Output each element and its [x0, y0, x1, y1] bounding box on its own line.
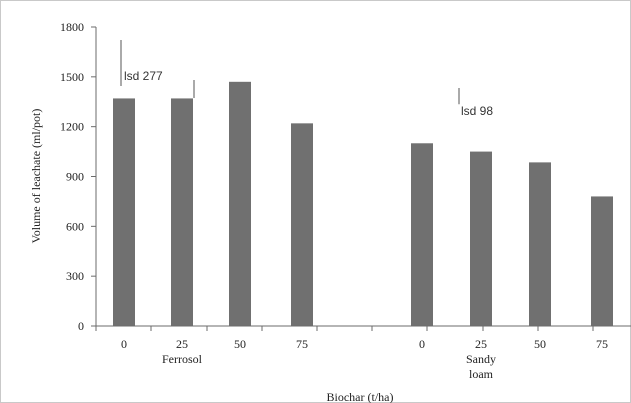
- bar-1-0: [411, 143, 433, 326]
- x-tick-label: 25: [176, 337, 188, 351]
- x-tick-label: 50: [534, 337, 546, 351]
- labels-layer: 0 25 50 75 0 25 50 75 Ferrosol Sandy loam Biochar (…: [29, 109, 608, 403]
- bar-0-1: [171, 98, 193, 326]
- y-tick-label: 0: [78, 319, 84, 333]
- y-tick-label: 1500: [60, 70, 84, 84]
- group-label-sandy-loam: Sandy loam: [466, 352, 496, 381]
- y-axis-title: Volume of leachate (ml/pot): [29, 109, 43, 244]
- lsd-layer: lsd 277 lsd 98: [120, 40, 493, 118]
- x-tick-label: 25: [475, 337, 487, 351]
- bar-0-3: [291, 123, 313, 326]
- x-tick-label: 75: [596, 337, 608, 351]
- bar-1-3: [591, 196, 613, 326]
- group-label-ferrosol: Ferrosol: [162, 352, 203, 366]
- x-axis-title: Biochar (t/ha): [327, 390, 394, 403]
- bar-1-2: [529, 162, 551, 326]
- x-tick-label: 50: [234, 337, 246, 351]
- x-tick-label: 0: [121, 337, 127, 351]
- y-tick-label: 1800: [60, 20, 84, 34]
- y-tick-label: 300: [66, 269, 84, 283]
- x-tick-label: 75: [296, 337, 308, 351]
- y-tick-label: 600: [66, 219, 84, 233]
- lsd-label-sandy-loam: lsd 98: [461, 104, 493, 118]
- bars-layer: [113, 81, 613, 326]
- bar-0-0: [113, 98, 135, 326]
- axes-layer: 0 300 600 900 1200 1500 1800: [60, 20, 631, 333]
- lsd-label-ferrosol: lsd 277: [124, 69, 163, 83]
- x-tick-label: 0: [419, 337, 425, 351]
- y-tick-label: 900: [66, 170, 84, 184]
- bar-0-2: [229, 81, 251, 326]
- bar-1-1: [470, 151, 492, 326]
- y-tick-label: 1200: [60, 120, 84, 134]
